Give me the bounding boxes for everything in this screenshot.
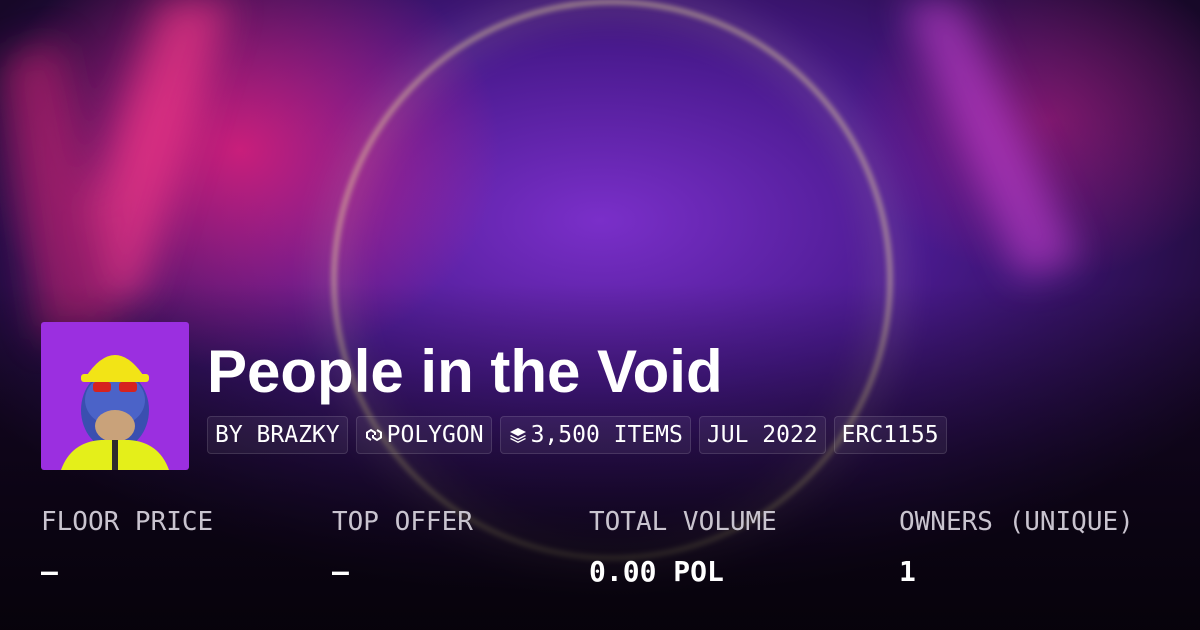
stat: FLOOR PRICE –: [41, 504, 213, 590]
tag: ERC1155: [833, 416, 947, 454]
tag: POLYGON: [355, 416, 492, 454]
tag-text: 3,500 ITEMS: [530, 422, 683, 448]
tag-text: JUL 2022: [706, 422, 818, 448]
tag: BY BRAZKY: [207, 416, 348, 454]
stat-label: TOTAL VOLUME: [589, 507, 777, 537]
stat: TOTAL VOLUME 0.00 POL: [589, 504, 777, 590]
tag: JUL 2022: [698, 416, 826, 454]
tag-text: ERC1155: [841, 422, 939, 448]
stat-label: OWNERS (UNIQUE): [899, 507, 1134, 537]
tag-list: BY BRAZKY POLYGON 3,500 ITEMS JUL 2022 ERC11…: [207, 416, 947, 454]
stat-value: 1: [899, 555, 916, 588]
stat-value: 0.00 POL: [589, 555, 724, 588]
tag-text: BY BRAZKY: [215, 422, 340, 448]
stat-value: –: [41, 555, 58, 588]
layers-icon: [509, 428, 526, 443]
collection-avatar: [41, 322, 189, 470]
tag-text: POLYGON: [386, 422, 484, 448]
collection-title: People in the Void: [207, 338, 723, 405]
stat: OWNERS (UNIQUE) 1: [899, 504, 1134, 590]
stat: TOP OFFER –: [332, 504, 473, 590]
polygon-icon: [365, 428, 382, 442]
stat-label: FLOOR PRICE: [41, 507, 214, 537]
stat-value: –: [332, 555, 349, 588]
stat-label: TOP OFFER: [332, 507, 473, 537]
tag: 3,500 ITEMS: [499, 416, 691, 454]
